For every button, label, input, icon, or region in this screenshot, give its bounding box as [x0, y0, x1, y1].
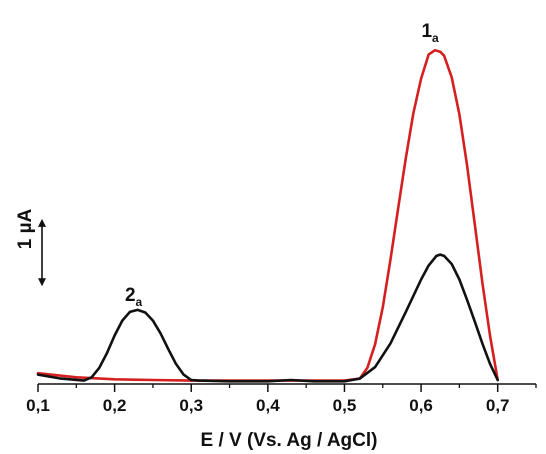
scale-bar: 1 µA	[15, 208, 46, 287]
peak-label-subscript: a	[432, 31, 439, 45]
x-tick-label: 0,5	[333, 396, 357, 415]
scale-bar-label: 1 µA	[15, 208, 36, 249]
x-tick-label: 0,7	[486, 396, 510, 415]
series-black-line	[36, 253, 500, 383]
peak-label-1: 1a	[421, 21, 439, 45]
x-tick-label: 0,3	[179, 396, 203, 415]
curves	[36, 48, 500, 383]
x-tick-label: 0,2	[103, 396, 127, 415]
scale-bar-arrow-down	[38, 278, 46, 287]
series-red-line	[36, 48, 500, 382]
peak-label-2: 2a	[125, 285, 143, 309]
x-tick-label: 0,6	[409, 396, 433, 415]
peak-label-number: 2	[125, 285, 136, 306]
peak-label-number: 1	[421, 21, 432, 42]
x-axis-label: E / V (Vs. Ag / AgCl)	[201, 430, 378, 451]
scale-bar-arrow-up	[38, 218, 46, 227]
x-tick-label: 0,1	[26, 396, 50, 415]
peak-label-subscript: a	[136, 295, 143, 309]
x-tick-label: 0,4	[256, 396, 280, 415]
x-axis: 0,1 0,2 0,3 0,4 0,5 0,6 0,7	[26, 383, 537, 415]
